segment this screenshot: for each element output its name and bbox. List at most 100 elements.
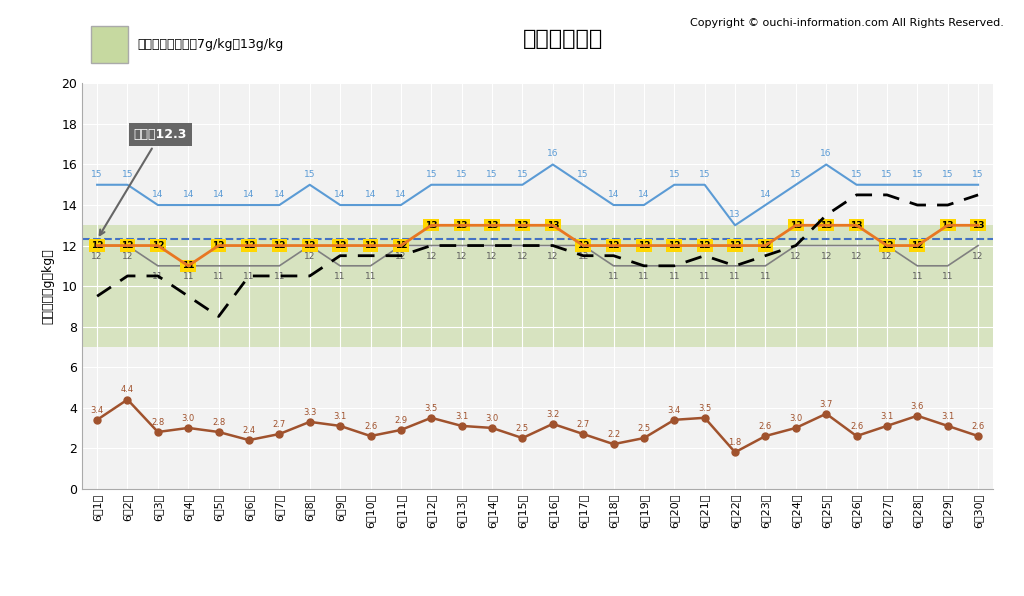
Text: 12: 12 [121,241,134,250]
Text: 12: 12 [759,241,772,250]
Text: 11: 11 [699,272,711,281]
Text: 12: 12 [212,241,225,250]
Text: 11: 11 [182,272,194,281]
Text: 11: 11 [182,261,195,271]
Text: 13: 13 [972,221,984,230]
Text: 2.8: 2.8 [152,418,165,427]
Text: 3.1: 3.1 [455,412,468,421]
Text: 1.8: 1.8 [728,438,741,447]
Text: 3.5: 3.5 [698,403,712,412]
Text: 絶対湿度目標域：7g/kg～13g/kg: 絶対湿度目標域：7g/kg～13g/kg [137,38,284,51]
Text: 15: 15 [791,170,802,179]
Text: 15: 15 [486,170,498,179]
Text: 2.7: 2.7 [272,420,286,429]
Text: 3.1: 3.1 [941,412,954,421]
Text: 11: 11 [911,272,923,281]
Text: 平均：12.3: 平均：12.3 [99,128,187,235]
Text: 14: 14 [335,190,346,199]
Text: 11: 11 [335,272,346,281]
Text: 11: 11 [638,272,649,281]
Text: 15: 15 [973,170,984,179]
Text: 15: 15 [669,170,680,179]
Text: 14: 14 [365,190,376,199]
Text: 3.4: 3.4 [668,406,681,415]
Text: Copyright © ouchi-information.com All Rights Reserved.: Copyright © ouchi-information.com All Ri… [689,18,1004,28]
Text: 13: 13 [516,221,528,230]
Text: 2.6: 2.6 [972,422,985,431]
Text: 12: 12 [91,241,103,250]
Text: 12: 12 [882,252,893,260]
Text: 13: 13 [790,221,802,230]
Text: 12: 12 [456,252,467,260]
Text: 2.5: 2.5 [637,424,650,433]
Text: 12: 12 [91,252,102,260]
Text: 16: 16 [820,150,831,159]
Text: 12: 12 [607,241,620,250]
Text: 2.2: 2.2 [607,430,621,439]
Text: 12: 12 [426,252,437,260]
Text: 15: 15 [456,170,467,179]
Text: 12: 12 [303,241,316,250]
Text: 2.7: 2.7 [577,420,590,429]
Text: 15: 15 [304,170,315,179]
Bar [82,225,993,347]
Text: 3.3: 3.3 [303,408,316,417]
Text: 12: 12 [486,252,498,260]
Text: 13: 13 [425,221,437,230]
Text: 15: 15 [517,170,528,179]
Text: 15: 15 [699,170,711,179]
Text: 11: 11 [273,272,285,281]
Text: 12: 12 [851,252,862,260]
Text: 11: 11 [729,272,740,281]
Text: 11: 11 [942,272,953,281]
Text: 11: 11 [669,272,680,281]
FancyBboxPatch shape [91,26,128,63]
Text: 11: 11 [244,272,255,281]
Text: 13: 13 [941,221,954,230]
Y-axis label: 絶対湿度［g／kg］: 絶対湿度［g／kg］ [41,248,54,324]
Text: 12: 12 [517,252,528,260]
Text: 15: 15 [942,170,953,179]
Text: 16: 16 [547,150,558,159]
Text: 15: 15 [851,170,862,179]
Text: 12: 12 [820,252,831,260]
Text: 12: 12 [122,252,133,260]
Text: 14: 14 [244,190,255,199]
Text: 3.1: 3.1 [881,412,894,421]
Text: 4.4: 4.4 [121,386,134,395]
Text: 12: 12 [334,241,346,250]
Text: 12: 12 [152,241,164,250]
Text: 13: 13 [820,221,833,230]
Text: 13: 13 [485,221,499,230]
Text: 14: 14 [273,190,285,199]
Text: 2.6: 2.6 [850,422,863,431]
Text: 3.4: 3.4 [90,406,103,415]
Text: 12: 12 [395,252,407,260]
Text: 12: 12 [668,241,681,250]
Text: 3.0: 3.0 [485,414,499,423]
Text: 14: 14 [760,190,771,199]
Text: 2.4: 2.4 [243,426,256,435]
Text: 2.6: 2.6 [364,422,377,431]
Text: 15: 15 [911,170,923,179]
Text: 15: 15 [578,170,589,179]
Text: 絶対湿度比較: 絶対湿度比較 [523,29,603,49]
Text: 3.2: 3.2 [546,410,559,419]
Text: 3.0: 3.0 [181,414,195,423]
Text: 15: 15 [91,170,102,179]
Text: 12: 12 [365,241,377,250]
Text: 2.5: 2.5 [516,424,529,433]
Text: 12: 12 [973,252,984,260]
Text: 11: 11 [153,272,164,281]
Text: 13: 13 [850,221,863,230]
Text: 11: 11 [760,272,771,281]
Text: 12: 12 [911,241,924,250]
Text: 12: 12 [729,241,741,250]
Text: 13: 13 [456,221,468,230]
Text: 12: 12 [698,241,711,250]
Text: 3.1: 3.1 [334,412,347,421]
Text: 14: 14 [638,190,649,199]
Text: 12: 12 [638,241,650,250]
Text: 13: 13 [729,210,740,219]
Text: 15: 15 [882,170,893,179]
